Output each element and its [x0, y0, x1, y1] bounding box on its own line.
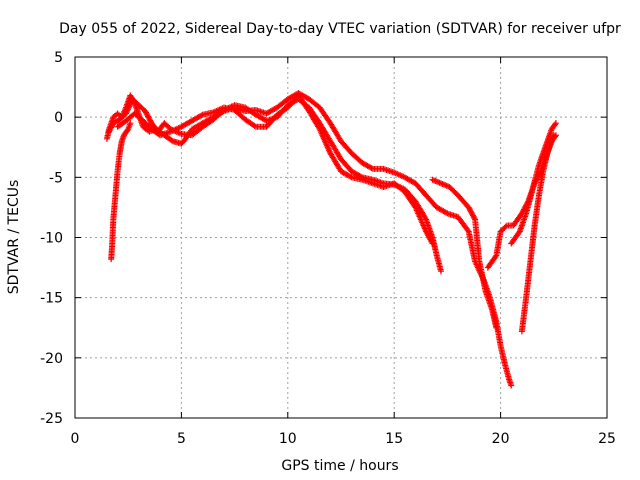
y-axis-label: SDTVAR / TECUs — [6, 180, 22, 295]
data-point — [552, 133, 559, 140]
series-arc-8 — [518, 132, 559, 335]
data-point — [198, 112, 205, 119]
data-point — [471, 215, 478, 222]
data-point — [493, 324, 500, 331]
x-tick-label: 10 — [279, 431, 297, 447]
x-tick-label: 5 — [177, 431, 186, 447]
series-arc-7 — [508, 120, 559, 247]
data-point — [438, 268, 445, 275]
y-tick-label: -5 — [49, 170, 63, 186]
series-arc-4 — [114, 92, 436, 247]
data-point — [502, 223, 509, 230]
y-tick-label: -15 — [40, 291, 63, 307]
y-tick-label: -10 — [40, 231, 63, 247]
data-point — [124, 127, 131, 134]
data-point — [347, 173, 354, 180]
data-point — [492, 253, 499, 260]
data-point — [168, 137, 175, 144]
data-point — [368, 165, 375, 172]
x-tick-label: 20 — [492, 431, 510, 447]
y-tick-label: -25 — [40, 411, 63, 427]
y-tick-label: -20 — [40, 351, 63, 367]
x-tick-label: 25 — [598, 431, 616, 447]
data-point — [127, 120, 134, 127]
series-arc-3 — [106, 96, 445, 275]
data-point — [251, 122, 258, 129]
data-point — [552, 121, 559, 128]
chart-title: Day 055 of 2022, Sidereal Day-to-day VTE… — [59, 21, 621, 37]
x-axis-label: GPS time / hours — [281, 458, 398, 474]
data-points — [103, 90, 559, 389]
series-arc-2 — [103, 90, 515, 389]
grid-lines — [75, 57, 607, 418]
data-point — [508, 382, 515, 389]
data-point — [429, 240, 436, 247]
data-point — [464, 227, 471, 234]
data-point — [552, 120, 559, 127]
axis-ticks — [74, 56, 608, 419]
data-point — [428, 239, 435, 246]
data-point — [422, 215, 429, 222]
series-arc-1 — [108, 120, 134, 263]
y-tick-label: 5 — [54, 50, 63, 66]
series-arc-5 — [429, 176, 500, 331]
data-point — [443, 209, 450, 216]
x-tick-label: 0 — [71, 431, 80, 447]
x-tick-label: 15 — [385, 431, 403, 447]
data-point — [552, 132, 559, 139]
y-tick-label: 0 — [54, 110, 63, 126]
